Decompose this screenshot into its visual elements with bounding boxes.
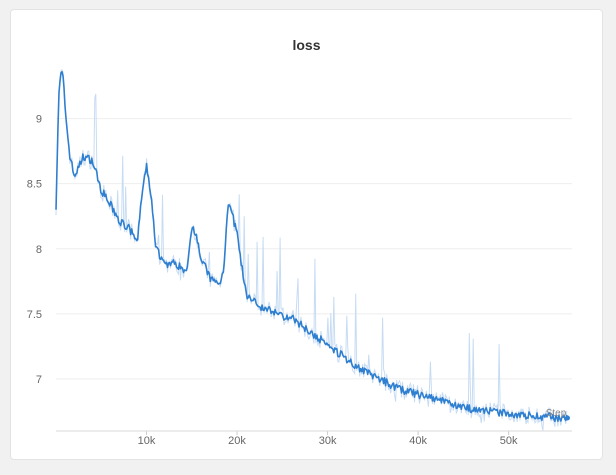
y-tick-label: 9 bbox=[36, 114, 42, 126]
x-tick-label: 10k bbox=[138, 435, 156, 447]
y-tick-label: 8.5 bbox=[27, 179, 42, 191]
chart-title: loss bbox=[292, 37, 321, 53]
x-axis: 10k 20k 30k 40k 50k bbox=[138, 431, 518, 447]
smoothed-loss-series bbox=[55, 70, 568, 423]
x-axis-label: Step bbox=[546, 408, 567, 419]
y-axis: 7 7.5 8 8.5 9 bbox=[27, 114, 42, 386]
x-tick-label: 40k bbox=[409, 435, 427, 447]
chart-panel: loss bbox=[10, 9, 603, 460]
x-tick-label: 30k bbox=[319, 435, 337, 447]
last-point-marker bbox=[564, 415, 570, 421]
y-tick-label: 8 bbox=[36, 244, 42, 256]
y-tick-label: 7 bbox=[36, 374, 42, 386]
x-tick-label: 50k bbox=[500, 435, 518, 447]
y-tick-label: 7.5 bbox=[27, 309, 42, 321]
x-tick-label: 20k bbox=[228, 435, 246, 447]
raw-loss-series bbox=[55, 68, 568, 431]
grid-lines bbox=[56, 118, 572, 380]
